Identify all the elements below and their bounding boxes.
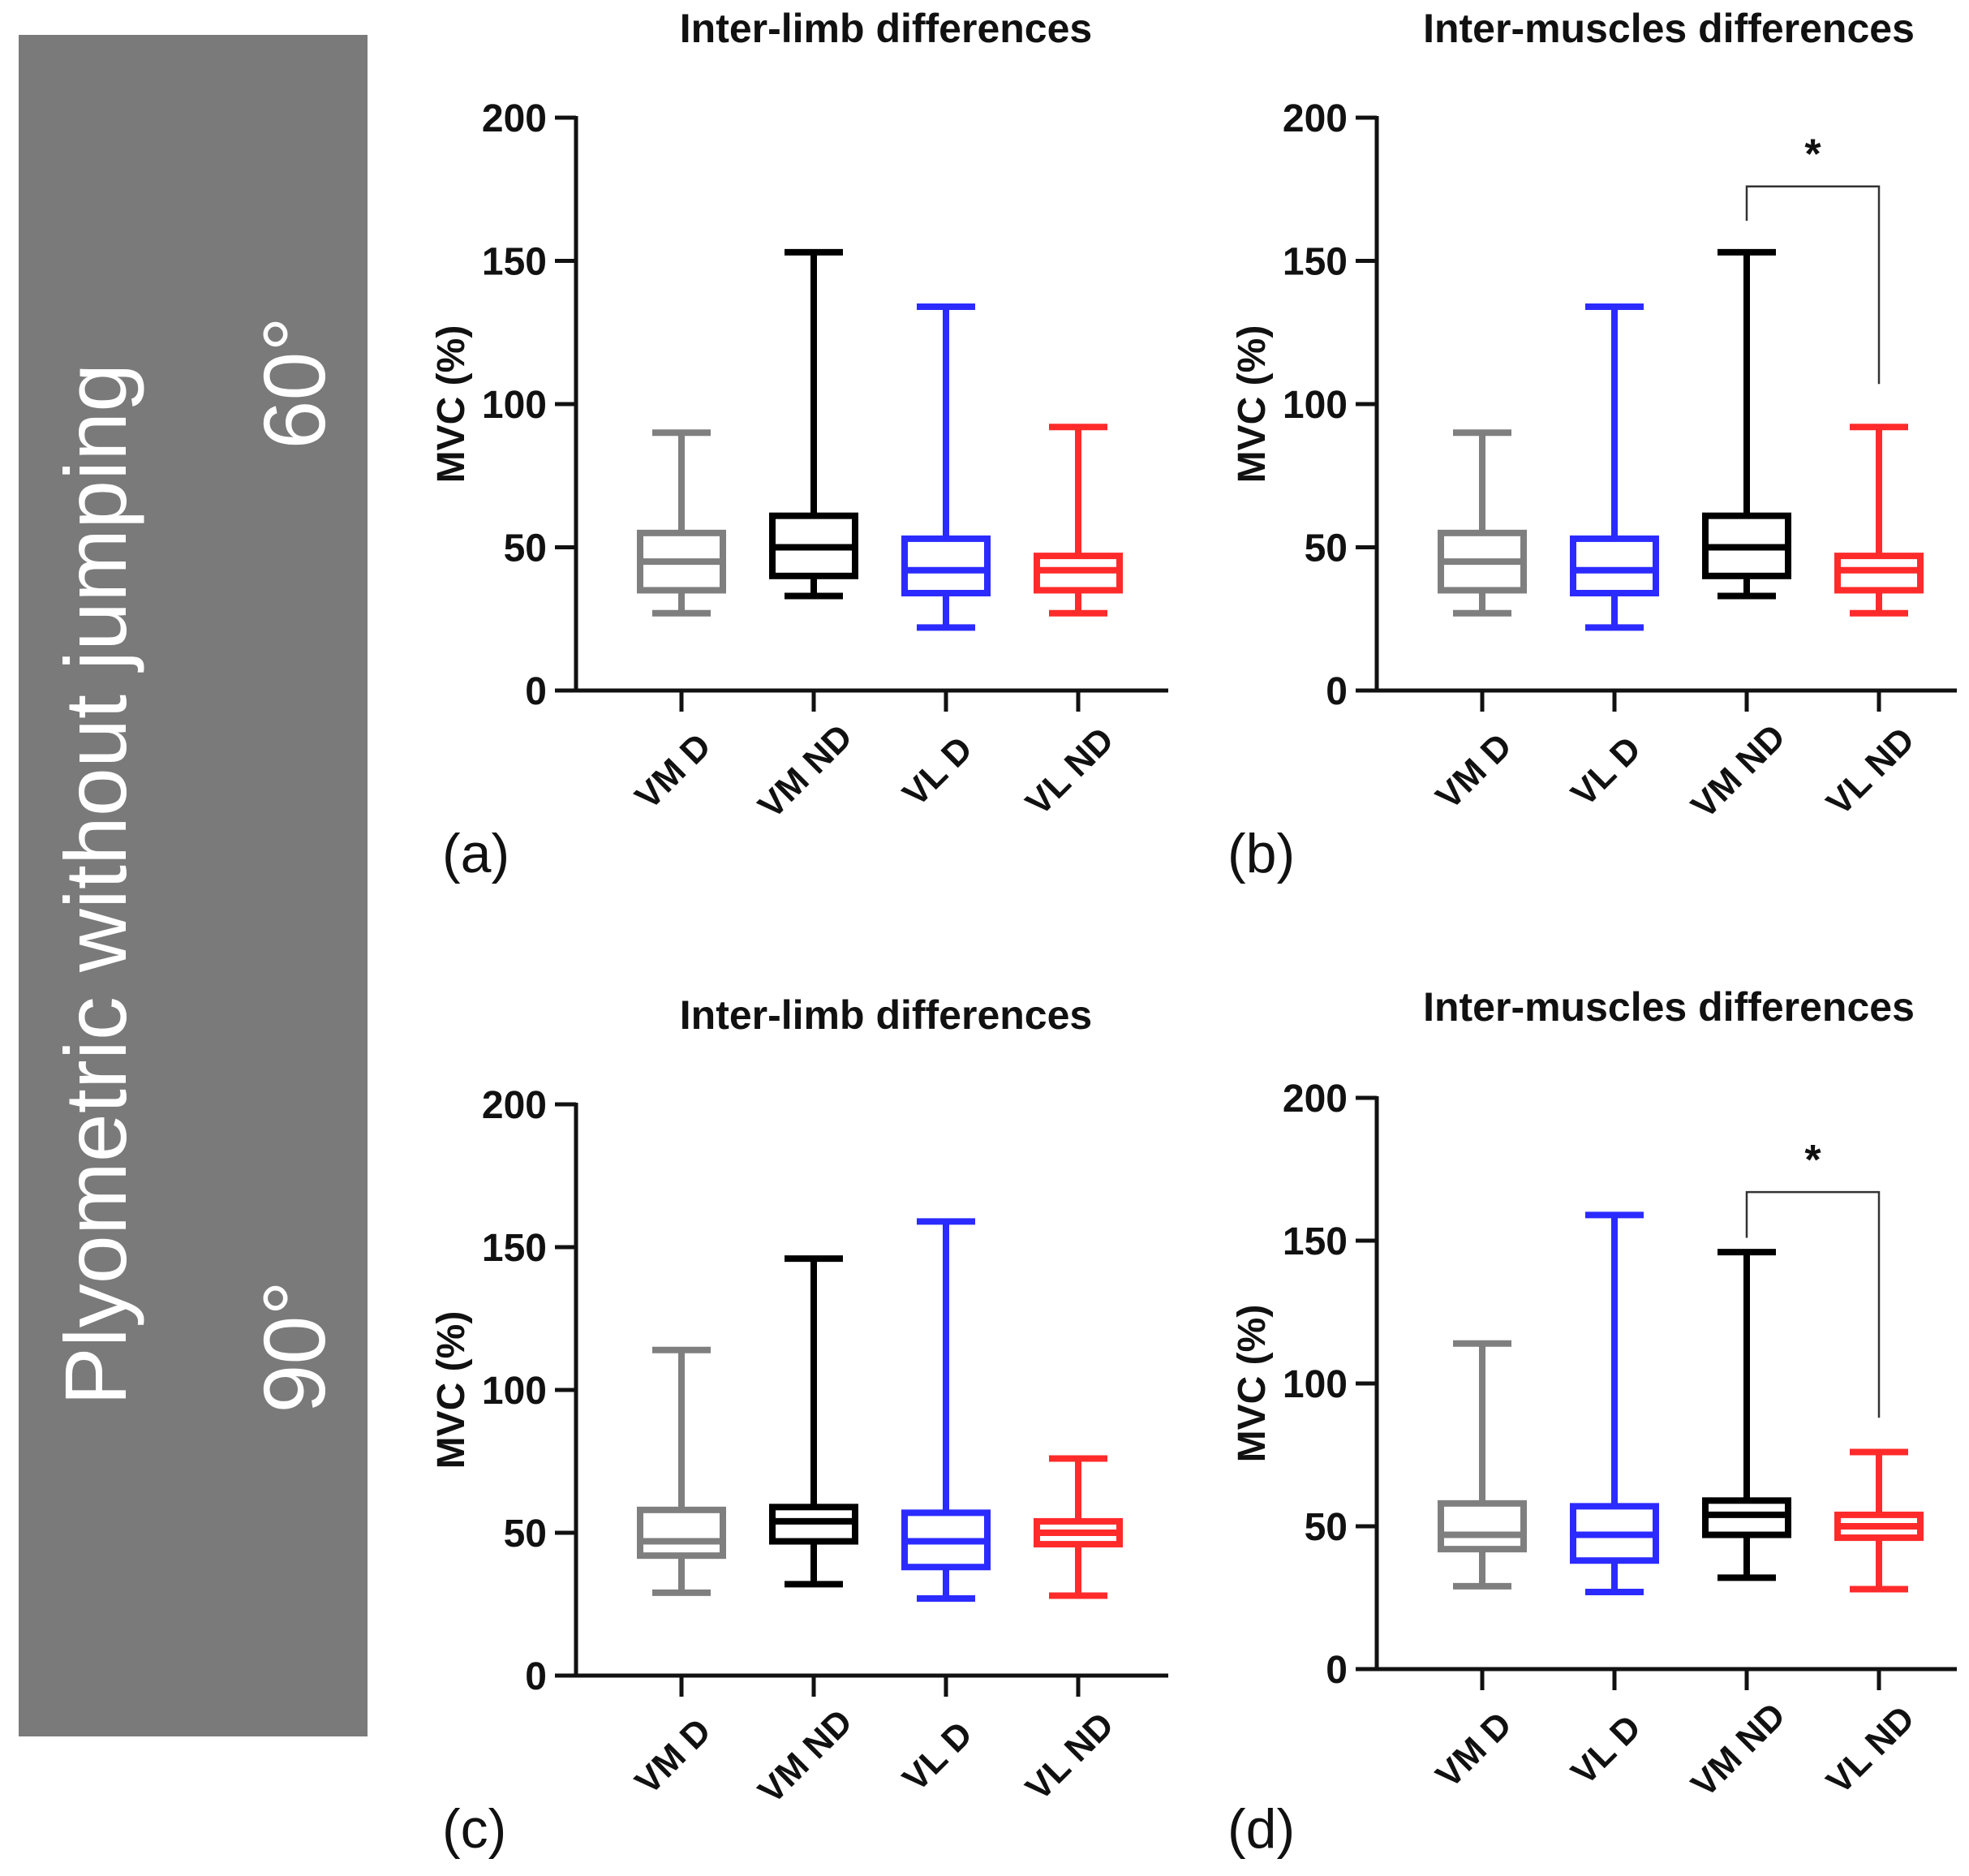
- x-tick-label: VL ND: [1018, 720, 1121, 823]
- box-vm-nd: [769, 248, 858, 600]
- x-tick-label: VM ND: [750, 1702, 860, 1811]
- box-vl-nd: [1034, 1455, 1123, 1599]
- side-panel: [19, 35, 368, 1736]
- box-vl-nd: [1834, 424, 1924, 617]
- chart-panel-c: Inter-limb differences 0 50 100 150 200 MVC (%…: [430, 992, 1168, 1860]
- iqr-box: [901, 535, 991, 596]
- chart-panel-a: Inter-limb differences 0 50 100 150 200 MVC (%…: [430, 6, 1168, 884]
- y-tick-label: 50: [1305, 1506, 1348, 1549]
- box-vm-nd: [1702, 1249, 1791, 1581]
- x-tick-label: VL D: [895, 729, 980, 814]
- chart-title: Inter-muscles differences: [1423, 984, 1915, 1030]
- x-tick-label: VL ND: [1819, 720, 1922, 823]
- x-tick-label: VL ND: [1819, 1698, 1922, 1801]
- angle-top-label: 60°: [245, 316, 343, 449]
- y-tick-label: 0: [1326, 670, 1348, 713]
- x-tick-label: VM ND: [1683, 716, 1793, 826]
- y-tick-label: 100: [1283, 1363, 1348, 1406]
- chart-title: Inter-limb differences: [680, 992, 1092, 1038]
- x-tick-label: VM ND: [1683, 1695, 1793, 1805]
- x-tick-label: VL ND: [1018, 1705, 1121, 1808]
- chart-title: Inter-muscles differences: [1423, 6, 1915, 51]
- chart-panel-b: Inter-muscles differences 0 50 100 150 200 MVC…: [1227, 6, 1957, 884]
- box-vm-nd: [769, 1255, 858, 1588]
- y-tick-label: 150: [482, 241, 547, 284]
- significance-bracket: [1745, 185, 1881, 385]
- y-tick-label: 200: [1283, 97, 1348, 140]
- y-axis-label: MVC (%): [1231, 1305, 1274, 1463]
- panel-label: (d): [1227, 1798, 1295, 1860]
- panel-label: (b): [1227, 823, 1295, 884]
- y-tick-label: 100: [482, 1370, 547, 1413]
- y-tick-label: 50: [504, 1512, 547, 1555]
- panel-label: (a): [442, 823, 509, 884]
- box-vm-d: [1438, 1340, 1527, 1590]
- y-axis-label: MVC (%): [430, 325, 473, 484]
- box-vm-d: [637, 1346, 726, 1596]
- x-tick-label: VM D: [628, 726, 719, 817]
- y-tick-label: 150: [482, 1227, 547, 1270]
- y-tick-label: 200: [482, 97, 547, 140]
- panel-label: (c): [442, 1798, 506, 1860]
- y-tick-label: 200: [1283, 1078, 1348, 1121]
- box-vm-d: [1438, 429, 1527, 617]
- box-vl-d: [1570, 303, 1659, 631]
- y-tick-label: 0: [525, 670, 547, 713]
- y-axis-label: MVC (%): [430, 1311, 473, 1469]
- x-tick-label: VM D: [1429, 726, 1520, 817]
- significance-star: *: [1804, 1137, 1821, 1184]
- y-tick-label: 100: [1283, 384, 1348, 427]
- box-vl-nd: [1834, 1448, 1924, 1593]
- x-tick-label: VM ND: [750, 716, 860, 826]
- y-tick-label: 0: [525, 1655, 547, 1698]
- angle-bottom-label: 90°: [245, 1280, 343, 1413]
- y-tick-label: 50: [1305, 527, 1348, 570]
- iqr-box: [1570, 535, 1659, 596]
- x-tick-label: VM D: [1429, 1705, 1520, 1796]
- box-vm-d: [637, 429, 726, 617]
- y-tick-label: 150: [1283, 1220, 1348, 1263]
- box-vl-nd: [1034, 424, 1123, 617]
- iqr-box: [1438, 1500, 1527, 1553]
- y-tick-label: 150: [1283, 241, 1348, 284]
- y-tick-label: 100: [482, 384, 547, 427]
- chart-title: Inter-limb differences: [680, 6, 1092, 51]
- x-tick-label: VM D: [628, 1711, 719, 1802]
- box-vl-d: [901, 1218, 991, 1602]
- significance-star: *: [1804, 131, 1821, 179]
- y-tick-label: 200: [482, 1084, 547, 1127]
- x-tick-label: VL D: [1563, 729, 1649, 814]
- chart-panel-d: Inter-muscles differences 0 50 100 150 200 MVC…: [1227, 984, 1957, 1860]
- x-tick-label: VL D: [895, 1714, 980, 1799]
- y-tick-label: 0: [1326, 1649, 1348, 1692]
- side-label: Plyometric without jumping: [46, 364, 144, 1406]
- y-tick-label: 50: [504, 527, 547, 570]
- box-vl-d: [1570, 1211, 1659, 1595]
- x-tick-label: VL D: [1563, 1707, 1649, 1792]
- significance-bracket: [1745, 1190, 1881, 1418]
- iqr-box: [637, 1506, 726, 1560]
- box-vm-nd: [1702, 248, 1791, 600]
- box-vl-d: [901, 303, 991, 631]
- y-axis-label: MVC (%): [1231, 325, 1274, 484]
